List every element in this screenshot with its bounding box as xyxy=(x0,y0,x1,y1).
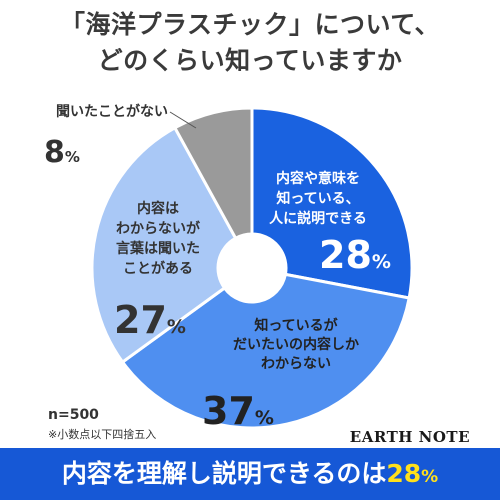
slice-heard-of-label: 内容はわからないが言葉は聞いたことがある xyxy=(116,200,201,277)
summary-banner: 内容を理解し説明できるのは28% xyxy=(0,448,500,500)
slice-roughly-know xyxy=(120,272,411,430)
slice-never-heard xyxy=(172,106,254,241)
sample-size: n=500 xyxy=(48,407,99,423)
brand-logo: EARTH NOTE xyxy=(349,428,470,446)
chart-title-line2: どのくらい知っていますか xyxy=(97,46,403,75)
slice-explainable xyxy=(250,106,414,300)
banner-unit: % xyxy=(421,467,439,487)
slice-heard-of xyxy=(90,125,238,365)
slice-explainable-label: 内容や意味を知っている、人に説明できる xyxy=(269,170,367,227)
slice-roughly-know-label: 知っているがだいたいの内容しかわからない xyxy=(233,317,359,372)
banner-value: 28 xyxy=(386,459,422,488)
footnote: ※小数点以下四捨五入 xyxy=(48,428,157,441)
banner-text: 内容を理解し説明できるのは xyxy=(61,459,387,488)
slice-roughly-know-value: 37% xyxy=(202,389,274,433)
slice-never-heard-value: 8% xyxy=(44,135,80,170)
slice-heard-of-value: 27% xyxy=(114,298,186,342)
leader-line xyxy=(169,111,197,129)
chart-title-line1: 「海洋プラスチック」について、 xyxy=(59,10,440,39)
slice-explainable-value: 28% xyxy=(319,233,391,277)
slice-never-heard-label: 聞いたことがない xyxy=(56,103,168,120)
